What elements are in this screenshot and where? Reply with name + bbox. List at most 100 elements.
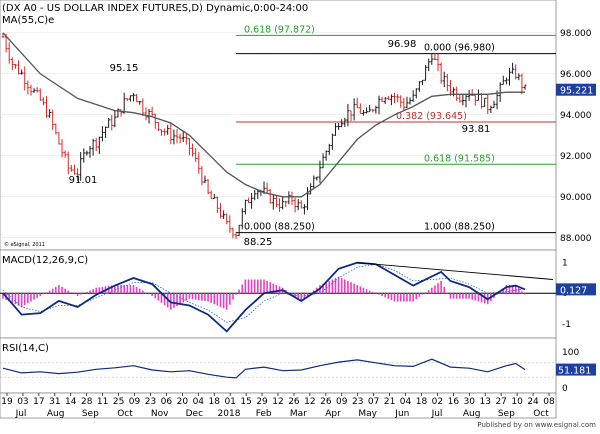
ohlc-bar [57, 132, 61, 145]
day-tick-label: 25 [113, 397, 124, 407]
macd-title: MACD(12,26,9,C) [2, 255, 88, 266]
ohlc-bar [268, 188, 272, 204]
ohlc-bar [358, 103, 362, 114]
ohlc-bar [417, 81, 421, 92]
month-tick-label: Oct [117, 409, 133, 419]
ohlc-bar [464, 94, 468, 108]
ohlc-bar [17, 60, 20, 75]
day-tick-label: 04 [400, 397, 412, 407]
ohlc-bar [458, 94, 462, 103]
ohlc-bar [29, 84, 33, 96]
ohlc-bar [337, 123, 340, 130]
day-tick-label: 15 [240, 397, 251, 407]
ohlc-bar [66, 151, 70, 175]
ohlc-bar [489, 105, 493, 114]
ohlc-bar [483, 97, 487, 108]
ohlc-bar [523, 84, 527, 90]
ohlc-bar [7, 42, 11, 64]
month-tick-label: Nov [151, 409, 169, 419]
day-tick-label: 26 [320, 397, 332, 407]
day-tick-label: 29 [256, 397, 268, 407]
macd-tick-label: -1 [562, 320, 571, 330]
ohlc-bar [303, 204, 306, 215]
fib-level-label: 0.618 (97.872) [244, 24, 315, 35]
ohlc-bar [107, 117, 111, 128]
macd-signal-line [2, 263, 526, 323]
ohlc-bar [132, 93, 135, 102]
ohlc-bar [346, 103, 350, 127]
ohlc-bar [396, 94, 400, 103]
ohlc-bar [508, 68, 511, 86]
ohlc-bar [94, 138, 98, 152]
ohlc-bar [73, 164, 76, 175]
ohlc-bar [225, 213, 229, 225]
ohlc-bar [203, 175, 207, 184]
ohlc-bar [163, 128, 166, 136]
ohlc-bar [284, 200, 288, 208]
day-tick-label: 09 [336, 397, 348, 407]
ohlc-bar [35, 87, 39, 93]
moving-average-line [2, 32, 525, 198]
day-tick-label: 23 [145, 397, 156, 407]
ohlc-bar [290, 191, 294, 205]
copyright-text: © eSignal, 2011 [4, 241, 45, 248]
ohlc-bar [63, 150, 67, 158]
rsi-tick-label: 0 [562, 384, 568, 394]
price-tick-label: 92.000 [560, 152, 592, 162]
price-tick-label: 98.000 [560, 29, 592, 39]
ohlc-bar [275, 195, 278, 208]
ohlc-bar [178, 133, 182, 144]
ohlc-bar [135, 94, 139, 103]
fib-level-label: 0.000 (88.250) [244, 222, 315, 233]
ohlc-bar [69, 164, 73, 172]
ohlc-bar [38, 88, 42, 101]
month-tick-label: Apr [325, 409, 341, 419]
month-tick-label: Aug [463, 409, 481, 419]
rsi-panel [0, 337, 557, 394]
ohlc-bar [228, 215, 232, 233]
day-tick-label: 21 [384, 397, 395, 407]
footer-text: Published by on www.esignal.com [477, 421, 596, 429]
ohlc-bar [45, 96, 48, 118]
price-annotation: 95.15 [110, 63, 139, 74]
ohlc-bar [184, 132, 188, 145]
ohlc-bar [153, 113, 157, 129]
ohlc-bar [408, 97, 412, 105]
ohlc-bar [334, 123, 337, 136]
macd-trend-line [357, 262, 554, 280]
ohlc-bar [362, 109, 365, 116]
ohlc-bar [492, 100, 496, 108]
ohlc-bar [20, 69, 24, 75]
ohlc-bar [194, 148, 198, 162]
ohlc-bar [327, 143, 331, 156]
day-tick-label: 20 [177, 397, 189, 407]
macd-tick-label: 1 [562, 259, 568, 269]
day-tick-label: 06 [161, 397, 173, 407]
ohlc-bar [219, 202, 222, 219]
ohlc-bar [97, 136, 101, 155]
month-tick-label: Mar [290, 409, 307, 419]
ohlc-bar [125, 98, 129, 102]
day-tick-label: 01 [224, 397, 235, 407]
price-tick-label: 90.000 [560, 193, 592, 203]
ohlc-bar [414, 88, 418, 99]
price-panel [0, 0, 557, 251]
month-tick-label: Dec [186, 409, 203, 419]
ohlc-bar [281, 196, 285, 210]
ohlc-bar [449, 79, 452, 96]
day-tick-label: 13 [480, 397, 491, 407]
ohlc-bar [436, 53, 440, 72]
ohlc-bar [349, 110, 353, 122]
ohlc-bar [278, 198, 281, 212]
day-tick-label: 12 [304, 397, 315, 407]
ohlc-bar [393, 92, 396, 104]
ohlc-bar [504, 77, 508, 85]
ohlc-bar [181, 130, 185, 143]
price-annotation: 93.81 [462, 124, 491, 135]
ohlc-bar [197, 152, 201, 174]
month-tick-label: May [358, 409, 377, 419]
ohlc-bar [340, 119, 344, 128]
day-tick-label: 30 [464, 397, 476, 407]
ohlc-bar [514, 64, 518, 80]
